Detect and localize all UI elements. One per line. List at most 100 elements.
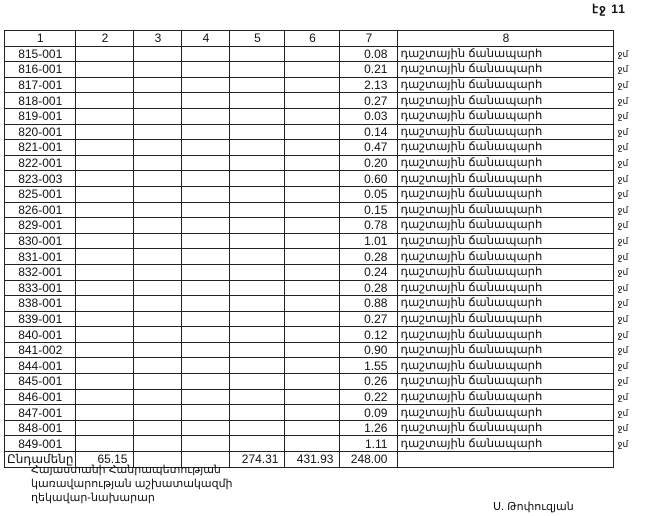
land-type: դաշտային ճանապարհ <box>397 373 615 390</box>
empty-cell <box>284 279 341 297</box>
land-type-tail: ջմ <box>617 407 629 418</box>
empty-cell <box>181 435 231 453</box>
parcel-code: 820-001 <box>3 123 77 141</box>
table-row: 816-001 0.21 դաշտային ճանապարհ ջմ <box>3 61 638 78</box>
empty-cell <box>181 310 231 328</box>
parcel-code: 818-001 <box>3 92 77 109</box>
area-value: 0.78 <box>339 217 399 234</box>
land-type: դաշտային ճանապարհ <box>397 76 615 94</box>
parcel-code: 849-001 <box>3 435 77 453</box>
area-value: 0.28 <box>339 279 399 297</box>
column-header: 6 <box>284 30 341 47</box>
parcel-code: 832-001 <box>3 263 77 281</box>
footer-title: Հայաստանի Հանրապետության կառավարության ա… <box>31 463 233 505</box>
table-row: 818-001 0.27 դաշտային ճանապարհ ջմ <box>3 92 638 109</box>
table-row: 833-001 0.28 դաշտային ճանապարհ ջմ <box>3 279 638 297</box>
land-type: դաշտային ճանապարհ <box>397 123 615 141</box>
land-type-tail: ջմ <box>617 95 629 106</box>
empty-cell <box>284 139 341 156</box>
land-type-tail: ջմ <box>617 282 629 293</box>
area-value: 1.01 <box>339 232 399 250</box>
parcel-code: 839-001 <box>3 310 77 328</box>
empty-cell <box>284 123 341 141</box>
parcel-code: 848-001 <box>3 419 77 437</box>
land-type: դաշտային ճանապարհ <box>397 185 615 203</box>
empty-cell <box>75 279 135 297</box>
empty-cell <box>133 419 183 437</box>
footer-line: Հայաստանի Հանրապետության <box>31 464 221 476</box>
area-value: 0.24 <box>339 263 399 281</box>
empty-cell <box>181 373 231 390</box>
empty-cell <box>181 107 231 125</box>
empty-cell <box>133 295 183 312</box>
parcel-code: 816-001 <box>3 61 77 78</box>
empty-cell <box>75 170 135 187</box>
empty-cell <box>75 326 135 343</box>
land-type: դաշտային ճանապարհ <box>397 419 615 437</box>
empty-cell <box>75 185 135 203</box>
empty-cell <box>75 139 135 156</box>
empty-cell <box>75 154 135 172</box>
land-type-tail: ջմ <box>617 48 629 59</box>
empty-cell <box>181 76 231 94</box>
empty-cell <box>284 92 341 109</box>
empty-cell <box>133 263 183 281</box>
empty-cell <box>181 232 231 250</box>
empty-cell <box>284 388 341 406</box>
empty-cell <box>181 295 231 312</box>
empty-cell <box>229 419 286 437</box>
land-type-tail: ջմ <box>617 158 629 169</box>
empty-cell <box>133 123 183 141</box>
column-header: 4 <box>181 30 231 47</box>
table-row: 841-002 0.90 դաշտային ճանապարհ ջմ <box>3 341 638 359</box>
area-value: 0.12 <box>339 326 399 343</box>
land-type-tail: ջմ <box>617 251 629 262</box>
land-type: դաշտային ճանապարհ <box>397 217 615 234</box>
empty-cell <box>229 76 286 94</box>
empty-cell <box>284 310 341 328</box>
empty-cell <box>284 435 341 453</box>
empty-cell <box>229 263 286 281</box>
table-row: 848-001 1.26 դաշտային ճանապարհ ջմ <box>3 419 638 437</box>
parcel-code: 830-001 <box>3 232 77 250</box>
empty-cell <box>284 248 341 265</box>
parcel-code: 833-001 <box>3 279 77 297</box>
parcel-code: 844-001 <box>3 357 77 375</box>
empty-cell <box>133 232 183 250</box>
empty-cell <box>75 107 135 125</box>
empty-cell <box>133 170 183 187</box>
land-type: դաշտային ճանապարհ <box>397 201 615 219</box>
footer-line: ղեկավար-նախարար <box>31 492 155 504</box>
area-value: 0.28 <box>339 248 399 265</box>
empty-cell <box>229 123 286 141</box>
empty-cell <box>181 45 231 63</box>
empty-cell <box>181 279 231 297</box>
column-header: 1 <box>3 30 77 47</box>
empty-cell <box>181 326 231 343</box>
table-row: 821-001 0.47 դաշտային ճանապարհ ջմ <box>3 139 638 156</box>
empty-cell <box>229 185 286 203</box>
table-row: 839-001 0.27 դաշտային ճանապարհ ջմ <box>3 310 638 328</box>
table-row: 840-001 0.12 դաշտային ճանապարհ ջմ <box>3 326 638 343</box>
area-value: 1.55 <box>339 357 399 375</box>
table-row: 823-003 0.60 դաշտային ճանապարհ ջմ <box>3 170 638 187</box>
empty-cell <box>229 154 286 172</box>
empty-cell <box>229 341 286 359</box>
table-row: 838-001 0.88 դաշտային ճանապարհ ջմ <box>3 295 638 312</box>
empty-cell <box>284 341 341 359</box>
land-type-tail: ջմ <box>617 345 629 356</box>
empty-cell <box>133 92 183 109</box>
empty-cell <box>229 373 286 390</box>
empty-cell <box>284 232 341 250</box>
empty-cell <box>133 185 183 203</box>
empty-cell <box>75 404 135 421</box>
area-value: 2.13 <box>339 76 399 94</box>
empty-cell <box>133 248 183 265</box>
land-type: դաշտային ճանապարհ <box>397 341 615 359</box>
table-row: 847-001 0.09 դաշտային ճանապարհ ջմ <box>3 404 638 421</box>
land-type: դաշտային ճանապարհ <box>397 45 615 63</box>
empty-cell <box>75 232 135 250</box>
row-spacer <box>614 452 638 468</box>
empty-cell <box>75 45 135 63</box>
